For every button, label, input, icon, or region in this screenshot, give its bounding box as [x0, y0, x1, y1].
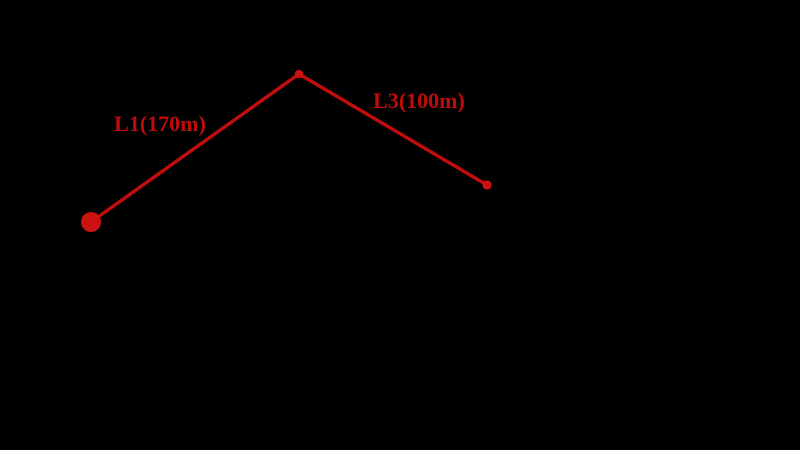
- segment-l3-label: L3(100m): [373, 88, 465, 113]
- node-peak: [294, 69, 304, 79]
- node-end: [482, 180, 492, 190]
- segment-l1-line: [89, 72, 301, 224]
- segment-l3-line: [297, 72, 489, 187]
- segment-l1-label: L1(170m): [114, 111, 206, 136]
- node-start: [81, 212, 101, 232]
